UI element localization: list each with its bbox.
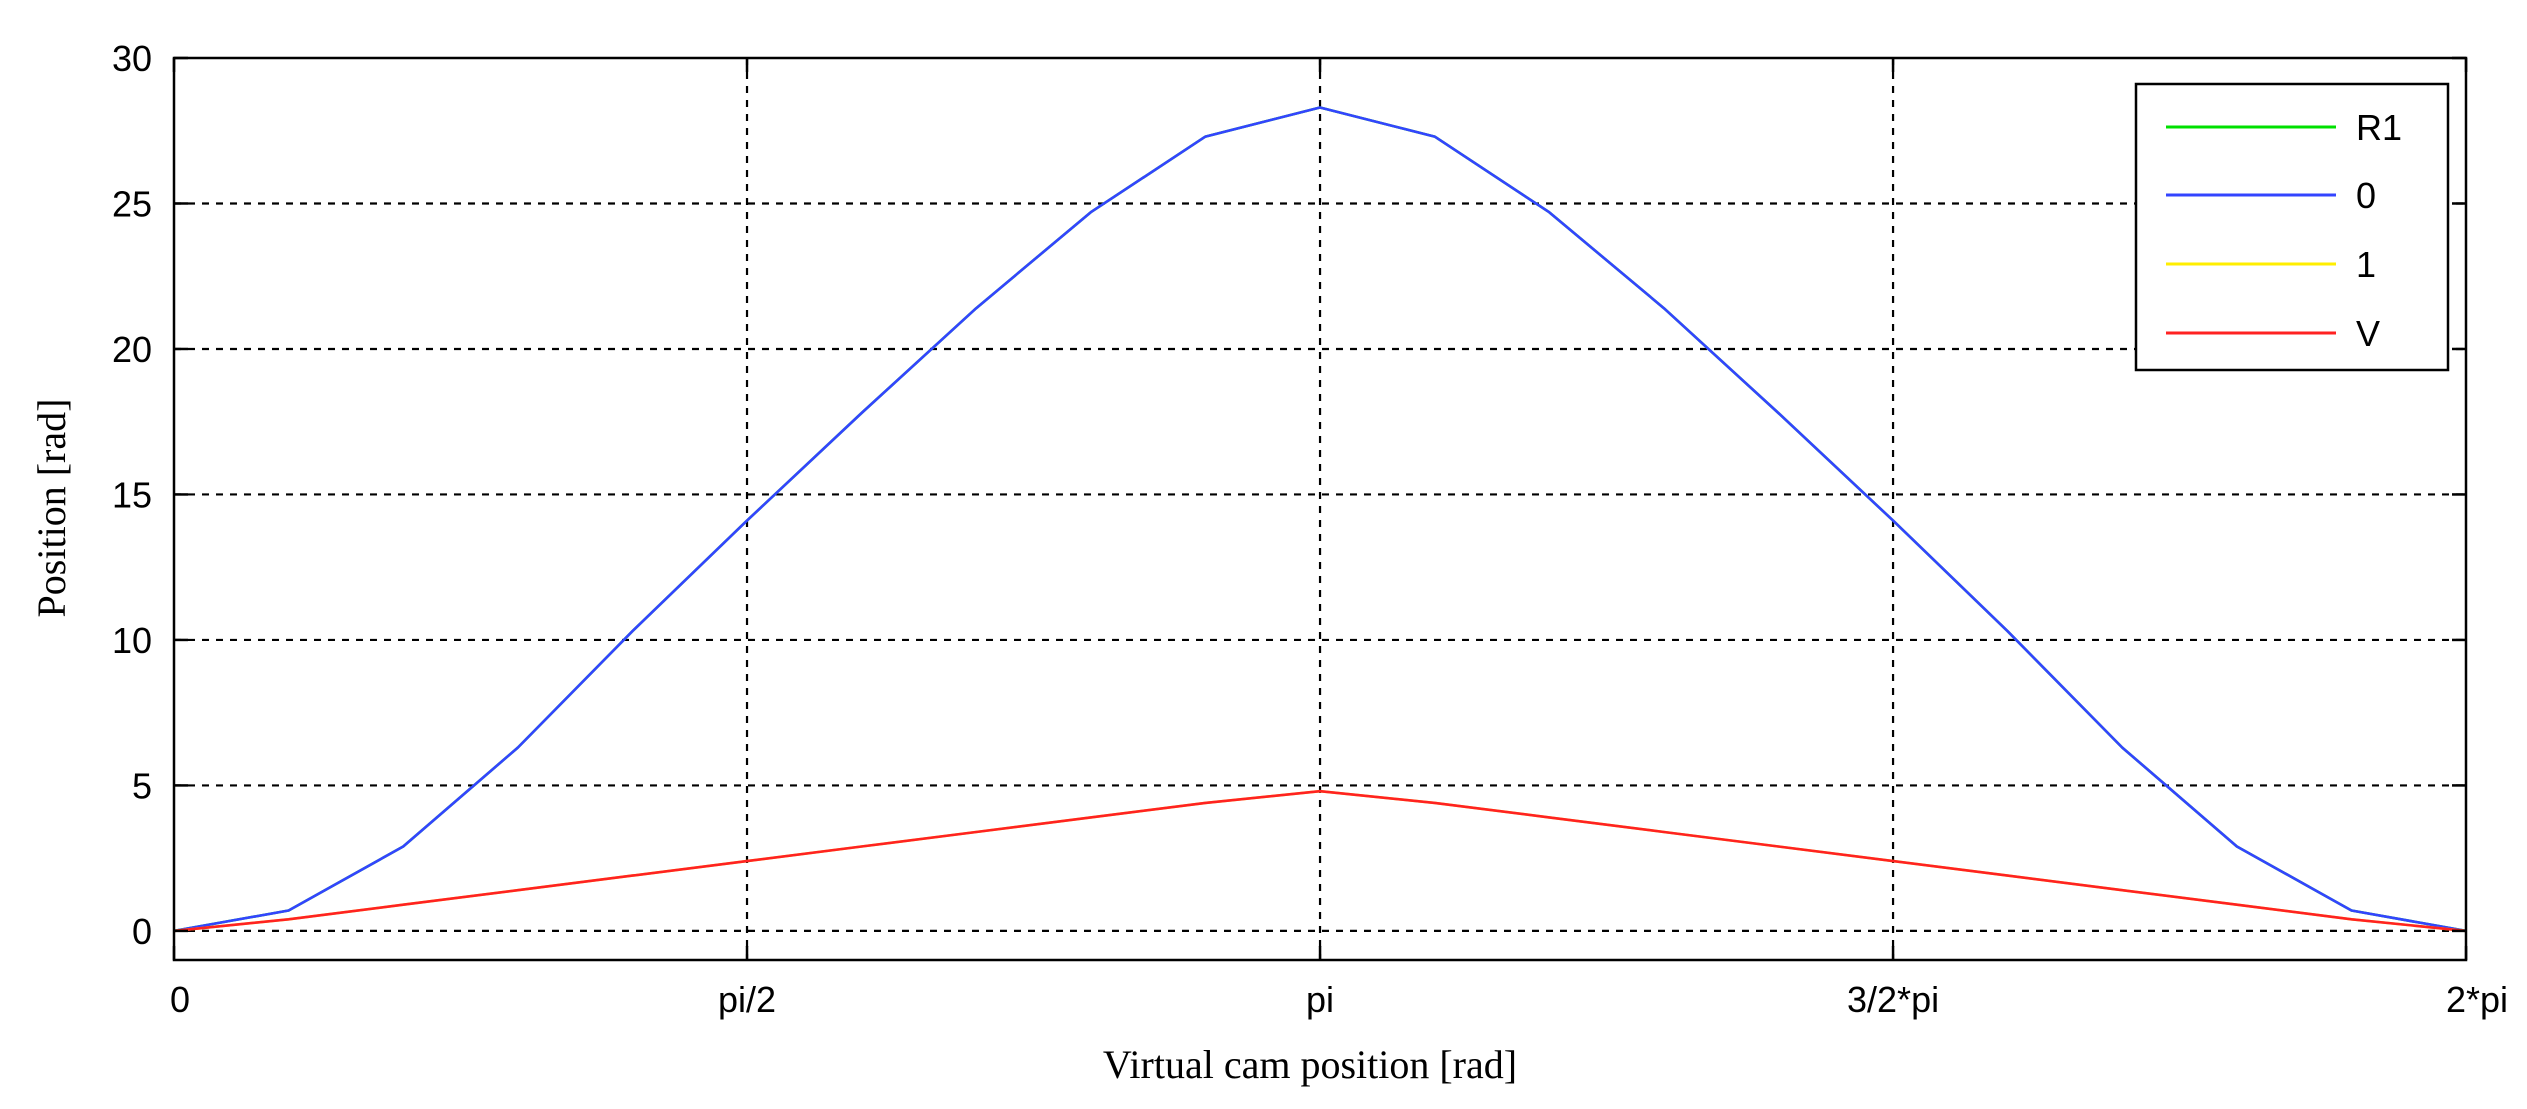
legend-label-v: V (2356, 313, 2380, 354)
grid (174, 58, 2466, 960)
x-tick-label: 3/2*pi (1847, 979, 1939, 1020)
y-tick-label: 0 (132, 911, 152, 952)
x-tick-label: pi (1306, 979, 1334, 1020)
series-line-0 (173, 106, 2467, 933)
y-tick-label: 10 (112, 620, 152, 661)
y-tick-label: 25 (112, 183, 152, 224)
x-tick-label: pi/2 (718, 979, 776, 1020)
y-tick-label: 15 (112, 474, 152, 515)
legend-label-r1: R1 (2356, 107, 2402, 148)
legend-label-1: 1 (2356, 244, 2376, 285)
legend-label-0: 0 (2356, 175, 2376, 216)
series-line-v (173, 789, 2467, 933)
y-axis-label: Position [rad] (29, 399, 74, 618)
y-tick-label: 5 (132, 765, 152, 806)
x-axis-label: Virtual cam position [rad] (1103, 1042, 1517, 1087)
x-tick-label: 0 (170, 979, 190, 1020)
x-tick-label: 2*pi (2446, 979, 2508, 1020)
y-tick-label: 30 (112, 38, 152, 79)
legend: R1 0 1 V (2134, 82, 2450, 372)
series-layer (173, 106, 2467, 933)
y-tick-label: 20 (112, 329, 152, 370)
legend-box (2134, 82, 2450, 372)
